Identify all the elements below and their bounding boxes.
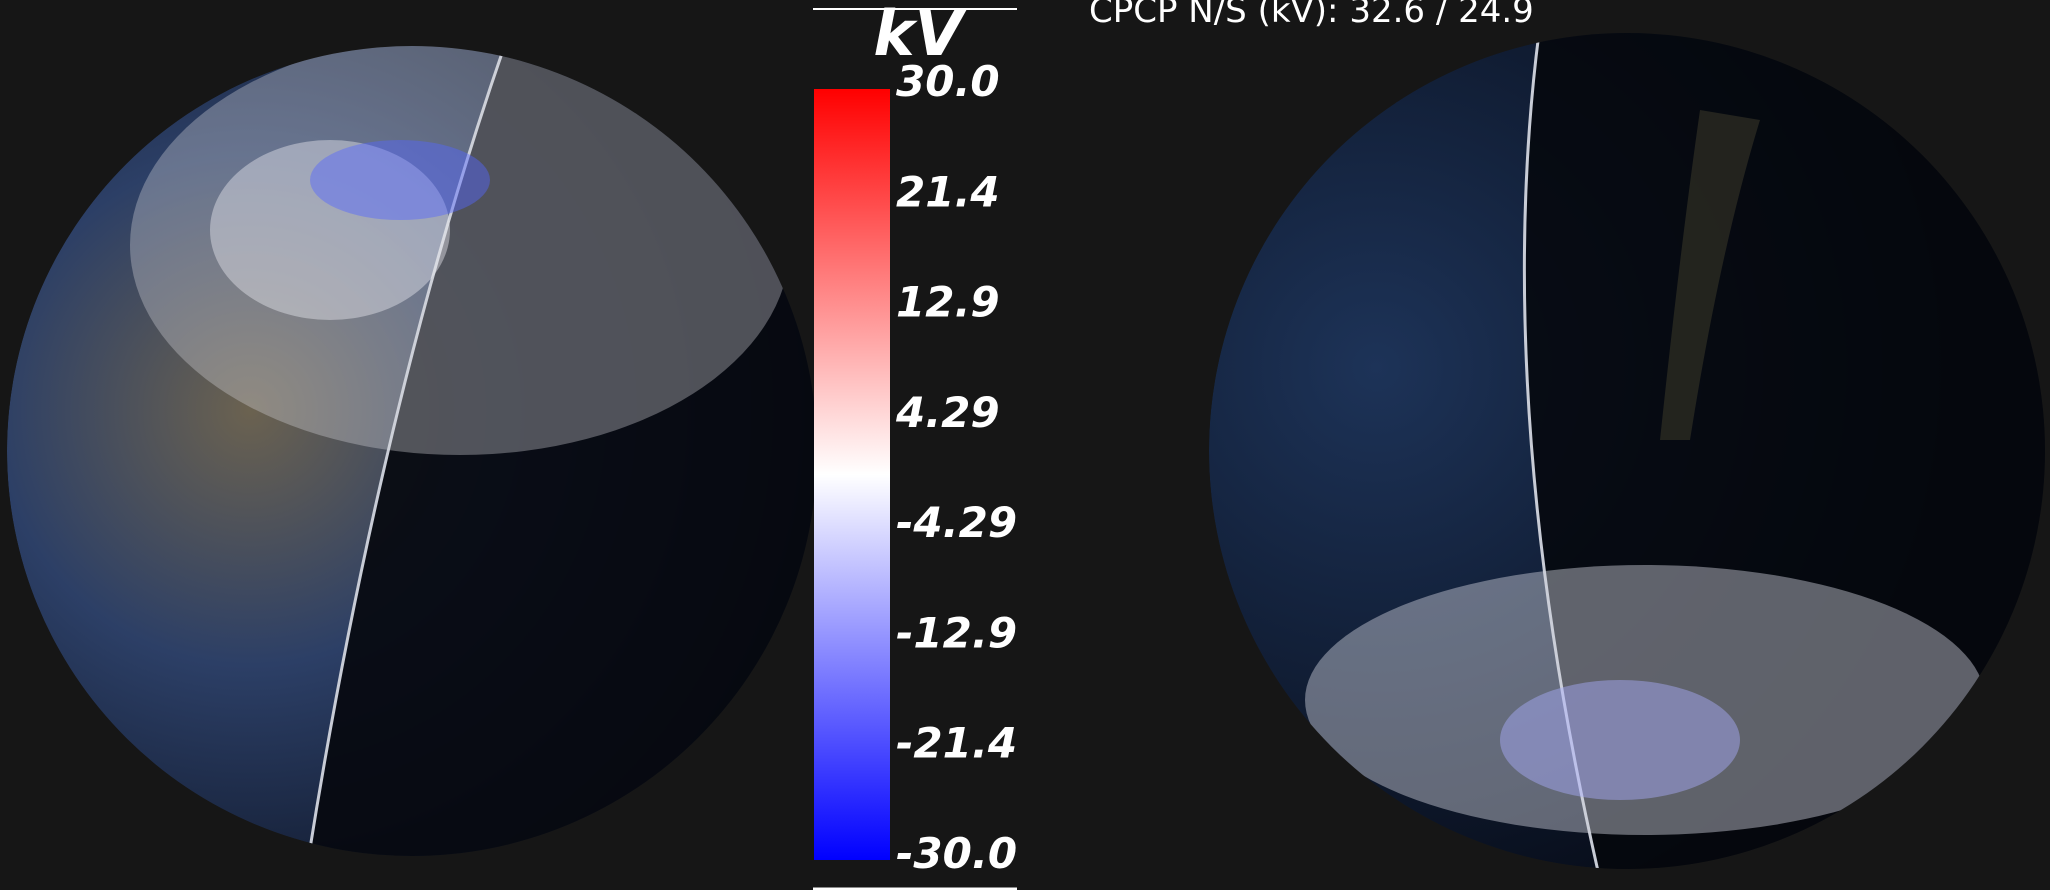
visualization: kV 30.021.412.94.29-4.29-12.9-21.4-30.0 … xyxy=(0,0,2050,890)
colorbar-label: 30.0 xyxy=(896,57,1000,106)
north-globe xyxy=(7,30,830,880)
colorbar-label: 12.9 xyxy=(896,278,1000,327)
colorbar-label: -12.9 xyxy=(896,608,1017,657)
colorbar-label: -30.0 xyxy=(896,829,1017,878)
colorbar-label: -21.4 xyxy=(896,719,1017,768)
south-globe xyxy=(1209,25,2050,880)
colorbar-label: -4.29 xyxy=(896,498,1017,547)
colorbar: kV 30.021.412.94.29-4.29-12.9-21.4-30.0 xyxy=(813,0,1017,889)
cpcp-readout: CPCP N/S (kV): 32.6 / 24.9 xyxy=(1089,0,1534,31)
colorbar-label: 21.4 xyxy=(896,167,1000,216)
colorbar-labels: 30.0 21.4 12.9 4.29 -4.29 -12.9 -21.4 -30.0 xyxy=(895,57,1017,878)
colorbar-gradient xyxy=(814,89,890,860)
colorbar-label: 4.29 xyxy=(895,388,1000,437)
